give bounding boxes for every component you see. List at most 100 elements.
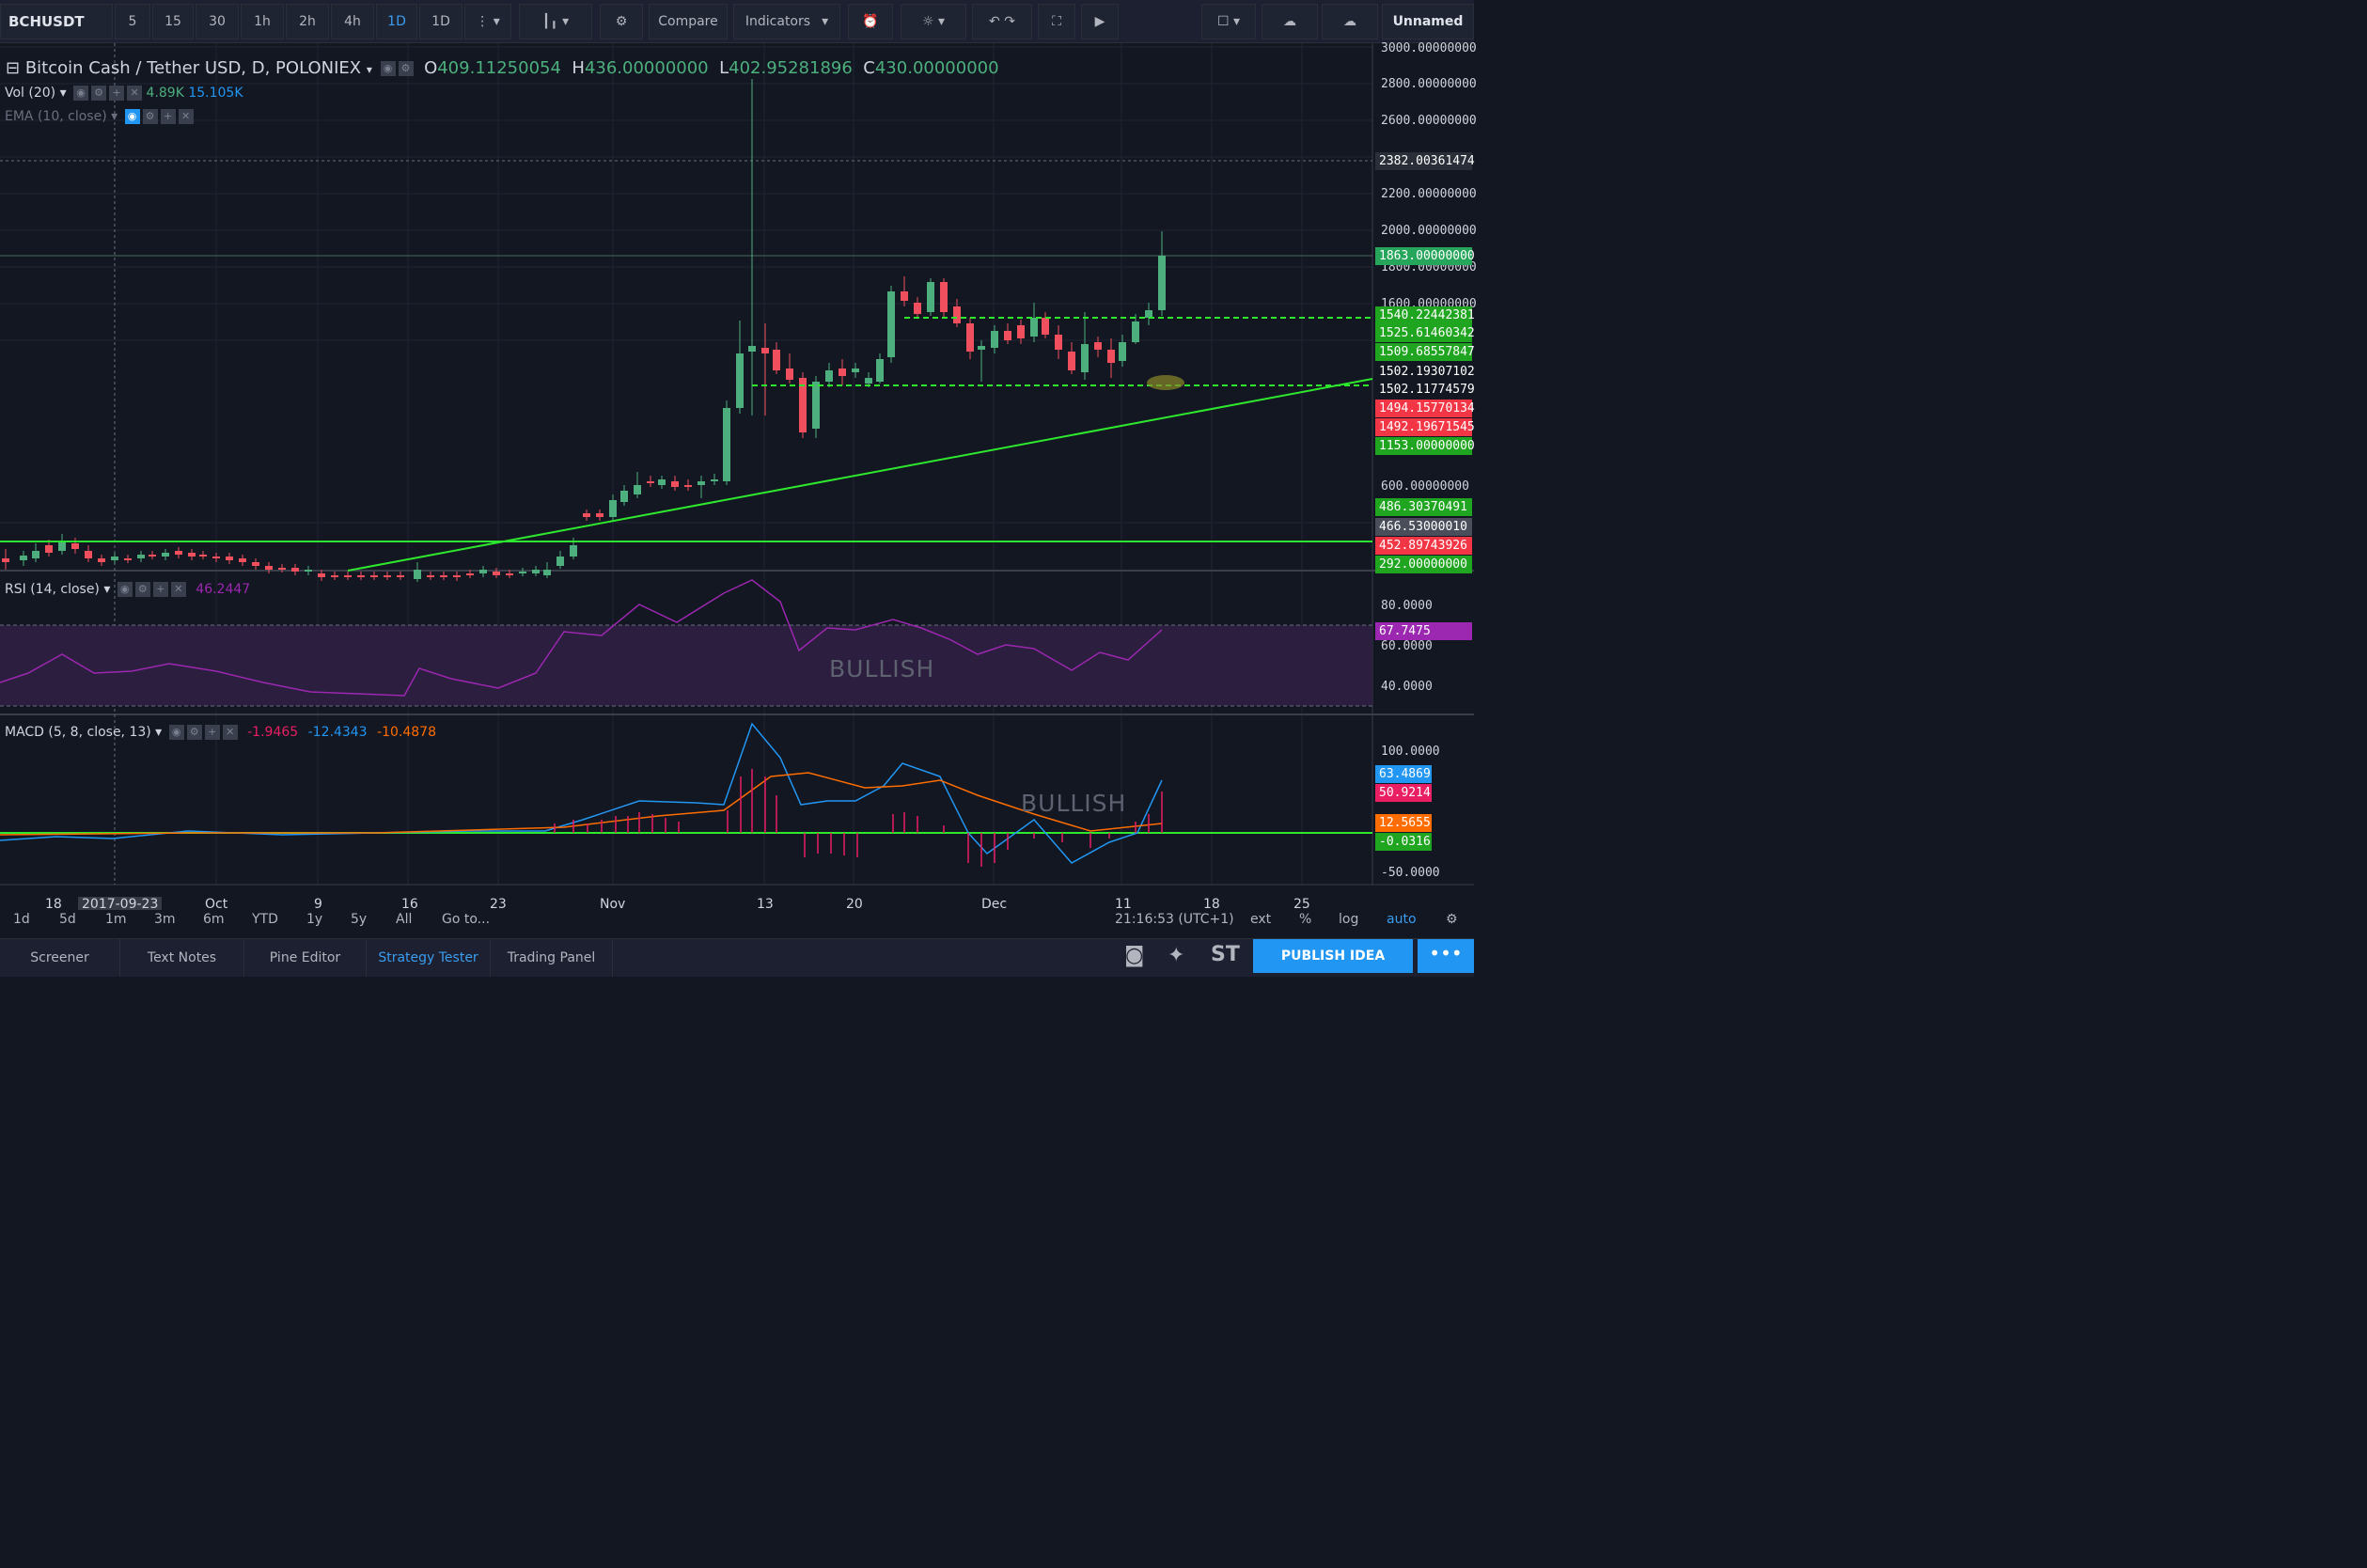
eye-icon[interactable]: ◉	[73, 86, 89, 101]
symbol-search-button[interactable]: BCHUSDT	[0, 4, 113, 39]
interval-4h[interactable]: 4h	[331, 4, 374, 39]
interval-15[interactable]: 15	[152, 4, 194, 39]
macd-annotation[interactable]: BULLISH	[1021, 790, 1127, 817]
tab-trading-panel[interactable]: Trading Panel	[491, 939, 613, 977]
close-icon[interactable]: ✕	[178, 109, 194, 124]
more-vertical-icon: ⋮ ▾	[476, 14, 500, 29]
range-5d[interactable]: 5d	[59, 912, 76, 927]
macd-axis-label: 100.0000	[1381, 745, 1440, 759]
tab-pine-editor[interactable]: Pine Editor	[244, 939, 367, 977]
plus-icon[interactable]: +	[204, 725, 220, 740]
collapse-icon[interactable]: ⊟	[6, 58, 21, 78]
candle-body	[212, 557, 220, 558]
candle-body	[344, 575, 352, 577]
candle-body	[239, 558, 246, 562]
stocktwits-icon[interactable]: ST	[1211, 943, 1240, 966]
eye-icon[interactable]: ◉	[168, 725, 184, 740]
plus-icon[interactable]: +	[109, 86, 125, 101]
alert-button[interactable]: ⏰	[848, 4, 893, 39]
ema-label[interactable]: EMA (10, close)	[5, 109, 107, 124]
range-ytd[interactable]: YTD	[252, 912, 278, 927]
chart-canvas[interactable]	[0, 43, 1474, 910]
gear-icon[interactable]: ⚙	[91, 86, 107, 101]
rsi-axis-label: 40.0000	[1381, 680, 1433, 694]
volume-ma-value: 15.105K	[188, 86, 243, 101]
main-legend: ⊟ Bitcoin Cash / Tether USD, D, POLONIEX…	[6, 58, 999, 78]
candle-body	[466, 573, 474, 575]
chevron-down-icon[interactable]: ▾	[366, 63, 372, 76]
tab-text-notes[interactable]: Text Notes	[120, 939, 244, 977]
eye-icon[interactable]: ◉	[117, 582, 133, 597]
twitter-icon[interactable]: ✦	[1168, 944, 1185, 967]
macd-zero-tag: -0.0316	[1375, 833, 1432, 851]
interval-5[interactable]: 5	[115, 4, 150, 39]
gear-icon[interactable]: ⚙	[398, 61, 414, 76]
indicators-button[interactable]: Indicators ▾	[733, 4, 840, 39]
gear-icon[interactable]: ⚙	[186, 725, 202, 740]
range-all[interactable]: All	[396, 912, 413, 927]
range-6m[interactable]: 6m	[203, 912, 225, 927]
symbol-title[interactable]: Bitcoin Cash / Tether USD, D, POLONIEX	[24, 58, 362, 78]
publish-idea-button[interactable]: PUBLISH IDEA	[1253, 939, 1413, 973]
candle-body	[175, 551, 182, 555]
settings-button[interactable]: ⚙	[600, 4, 643, 39]
plus-icon[interactable]: +	[160, 109, 176, 124]
goto-date-button[interactable]: Go to...	[442, 912, 491, 927]
plus-icon[interactable]: +	[152, 582, 168, 597]
undo-redo-button[interactable]: ↶ ↷	[972, 4, 1032, 39]
macd-label[interactable]: MACD (5, 8, close, 13)	[5, 725, 151, 740]
close-icon[interactable]: ✕	[127, 86, 143, 101]
volume-label[interactable]: Vol (20)	[5, 86, 56, 101]
save-cloud-button[interactable]: ☁	[1322, 4, 1378, 39]
gear-icon[interactable]: ⚙	[134, 582, 150, 597]
candle-body	[1107, 350, 1115, 363]
candle-body	[543, 570, 551, 575]
interval-1d[interactable]: 1D	[419, 4, 462, 39]
range-bar	[0, 910, 1474, 933]
interval-2h[interactable]: 2h	[286, 4, 329, 39]
range-1y[interactable]: 1y	[306, 912, 323, 927]
candle-body	[583, 513, 590, 517]
layout-button[interactable]: ☐ ▾	[1201, 4, 1256, 39]
chart-style-button[interactable]: ┃╻ ▾	[519, 4, 592, 39]
replay-button[interactable]: ▶	[1081, 4, 1119, 39]
compare-button[interactable]: Compare	[649, 4, 728, 39]
scale-settings-icon[interactable]: ⚙	[1446, 912, 1458, 927]
load-cloud-button[interactable]: ☁	[1262, 4, 1318, 39]
layout-name[interactable]: Unnamed	[1382, 4, 1474, 39]
close-icon[interactable]: ✕	[222, 725, 238, 740]
macd-line	[0, 722, 1163, 864]
chart-area[interactable]	[0, 43, 1474, 910]
scale-percent[interactable]: %	[1299, 912, 1312, 927]
candle-body	[711, 479, 718, 481]
eye-icon[interactable]: ◉	[124, 109, 140, 124]
interval-1h[interactable]: 1h	[241, 4, 284, 39]
range-1d[interactable]: 1d	[13, 912, 30, 927]
tab-strategy-tester[interactable]: Strategy Tester	[367, 939, 491, 977]
interval-30[interactable]: 30	[196, 4, 239, 39]
fullscreen-button[interactable]: ⛶	[1038, 4, 1075, 39]
scale-ext[interactable]: ext	[1250, 912, 1272, 927]
eye-icon[interactable]: ◉	[380, 61, 396, 76]
range-3m[interactable]: 3m	[154, 912, 176, 927]
tab-screener[interactable]: Screener	[0, 939, 120, 977]
close-icon[interactable]: ✕	[170, 582, 186, 597]
more-options-button[interactable]: •••	[1418, 939, 1474, 973]
scale-auto[interactable]: auto	[1387, 912, 1417, 927]
range-5y[interactable]: 5y	[351, 912, 368, 927]
top-toolbar: BCHUSDT 5 15 30 1h 2h 4h 1D 1D ⋮ ▾ ┃╻ ▾ …	[0, 0, 1474, 43]
idea-button[interactable]: ☼ ▾	[901, 4, 966, 39]
interval-1d-active[interactable]: 1D	[376, 4, 417, 39]
scale-log[interactable]: log	[1339, 912, 1359, 927]
candle-body	[71, 543, 79, 549]
rsi-axis-label: 80.0000	[1381, 599, 1433, 613]
rsi-annotation[interactable]: BULLISH	[829, 655, 935, 682]
gear-icon[interactable]: ⚙	[142, 109, 158, 124]
candle-body	[265, 566, 273, 570]
macd-axis-label: -50.0000	[1381, 866, 1440, 880]
camera-icon[interactable]: ◙	[1124, 944, 1145, 967]
interval-more-button[interactable]: ⋮ ▾	[464, 4, 511, 39]
range-1m[interactable]: 1m	[105, 912, 127, 927]
rsi-label[interactable]: RSI (14, close)	[5, 582, 100, 597]
candle-body	[647, 481, 654, 483]
